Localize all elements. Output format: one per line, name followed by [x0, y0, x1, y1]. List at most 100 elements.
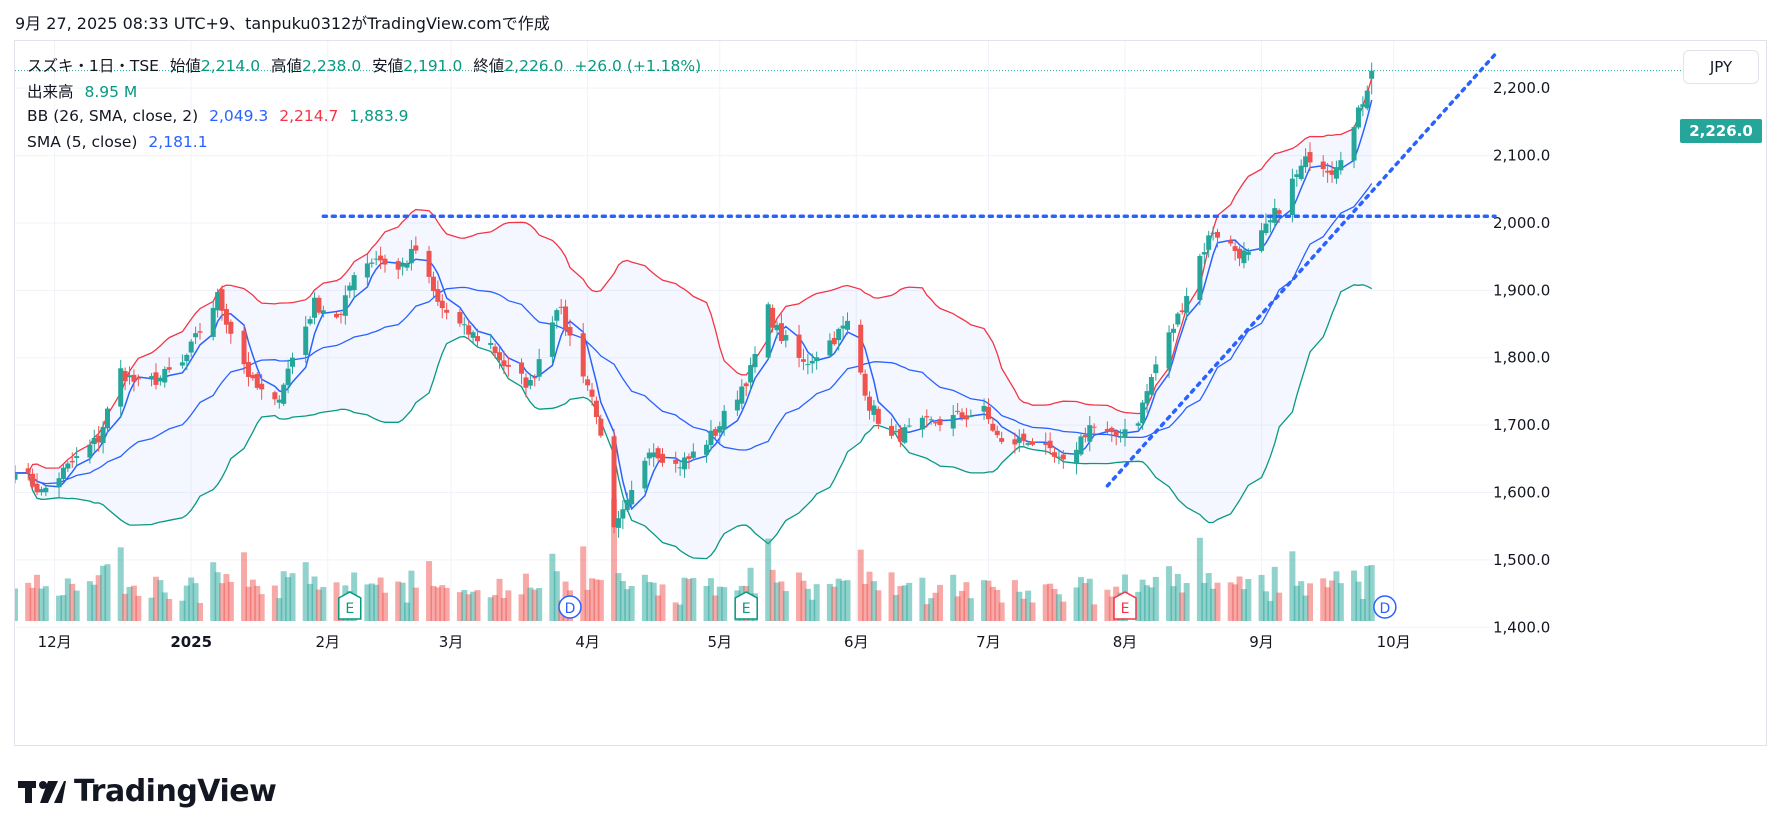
- candle-body: [532, 377, 538, 379]
- bb-legend: BB (26, SMA, close, 2) 2,049.3 2,214.7 1…: [27, 107, 415, 125]
- volume-bar: [641, 574, 648, 621]
- volume-bar: [183, 585, 190, 621]
- volume-bar: [950, 574, 957, 621]
- candle-body: [43, 487, 49, 493]
- volume-bar: [870, 581, 877, 621]
- volume-bar: [1258, 574, 1265, 621]
- volume-bar: [954, 596, 961, 621]
- candle-body: [105, 408, 110, 429]
- candle-body: [413, 245, 419, 251]
- currency-button[interactable]: JPY: [1683, 50, 1759, 84]
- candle-body: [157, 377, 163, 382]
- candle-body: [25, 468, 31, 473]
- volume-bar: [923, 604, 930, 621]
- volume-bar: [716, 586, 723, 621]
- volume-bar: [1359, 599, 1366, 621]
- volume-bar: [373, 584, 380, 621]
- candle-body: [831, 337, 837, 345]
- candle-body: [673, 459, 679, 464]
- sma-label[interactable]: SMA (5, close): [27, 133, 138, 151]
- candle-body: [651, 452, 657, 458]
- candle-body: [902, 427, 908, 443]
- volume-bar: [320, 586, 327, 621]
- volume-bar: [597, 580, 604, 621]
- candle-body: [1263, 223, 1269, 233]
- volume-bar: [892, 595, 899, 621]
- event-letter: D: [565, 601, 576, 617]
- candle-body: [867, 396, 873, 411]
- candle-body: [30, 473, 36, 487]
- candle-body: [1016, 437, 1022, 443]
- volume-bar: [1324, 587, 1331, 621]
- candle-body: [210, 307, 216, 337]
- event-letter: E: [345, 601, 354, 617]
- volume-bar: [646, 581, 653, 621]
- candle-body: [492, 346, 498, 354]
- volume-bar: [311, 576, 318, 621]
- volume-bar: [1152, 576, 1159, 621]
- volume-bar: [157, 580, 164, 621]
- volume-bar: [593, 579, 600, 621]
- volume-bar: [465, 594, 472, 621]
- volume-bar: [276, 598, 283, 621]
- volume-bar: [1086, 578, 1093, 621]
- volume-bar: [188, 577, 195, 621]
- candle-body: [554, 310, 560, 321]
- volume-bar: [1011, 580, 1018, 621]
- candle-body: [682, 457, 688, 470]
- volume-bar: [875, 590, 882, 621]
- symbol-title[interactable]: スズキ・1日・TSE: [27, 57, 159, 75]
- candle-body: [475, 336, 480, 342]
- candle-body: [1135, 423, 1141, 426]
- y-tick-label: 1,500.0: [1493, 551, 1550, 569]
- volume-bar: [1135, 591, 1142, 621]
- volume-bar: [152, 576, 159, 621]
- earnings-marker: E: [734, 591, 758, 620]
- candle-body: [933, 422, 939, 424]
- volume-bar: [624, 589, 631, 621]
- volume-bar: [1020, 598, 1027, 621]
- candle-body: [342, 295, 348, 316]
- candle-body: [307, 319, 313, 324]
- volume-bar: [1307, 583, 1313, 621]
- price-chart[interactable]: 1,400.0 1,500.0 1,600.0 1,700.0 1,800.0 1,900…: [15, 41, 1766, 745]
- y-tick-label: 2,200.0: [1493, 79, 1550, 97]
- candle-body: [611, 436, 617, 528]
- bb-basis-value: 2,049.3: [209, 107, 269, 125]
- candle-body: [444, 309, 450, 313]
- chart-frame[interactable]: 1,400.0 1,500.0 1,600.0 1,700.0 1,800.0 1,900…: [14, 40, 1767, 746]
- volume-bar: [1196, 537, 1203, 621]
- volume-bar: [769, 569, 776, 621]
- volume-bar: [981, 580, 988, 621]
- volume-bar: [245, 586, 252, 621]
- earnings-badge: [734, 591, 758, 620]
- candle-body: [924, 416, 930, 418]
- volume-bar: [584, 589, 591, 621]
- volume-bar: [1364, 565, 1371, 621]
- candle-body: [589, 389, 595, 397]
- candle-body: [1175, 313, 1181, 325]
- candle-body: [770, 307, 776, 328]
- candle-body: [774, 324, 780, 331]
- candle-body: [1360, 104, 1366, 107]
- volume-label[interactable]: 出来高: [27, 83, 74, 101]
- candle-body: [285, 368, 291, 385]
- volume-bar: [492, 595, 499, 621]
- volume-bar: [928, 598, 935, 621]
- volume-bar: [34, 574, 41, 621]
- volume-bar: [1293, 585, 1300, 621]
- volume-bar: [1271, 566, 1278, 621]
- candle-body: [906, 425, 912, 427]
- candle-body: [871, 405, 877, 415]
- volume-bar: [580, 546, 587, 621]
- candle-body: [69, 460, 75, 463]
- candle-body: [382, 258, 388, 265]
- candle-body: [488, 342, 494, 345]
- candle-body: [1355, 107, 1361, 128]
- candle-body: [1074, 449, 1080, 464]
- bb-label[interactable]: BB (26, SMA, close, 2): [27, 107, 199, 125]
- dividend-badge: [1373, 595, 1397, 619]
- volume-bar: [307, 583, 314, 621]
- tradingview-logo[interactable]: TradingView: [18, 774, 277, 809]
- volume-bar: [1227, 582, 1234, 621]
